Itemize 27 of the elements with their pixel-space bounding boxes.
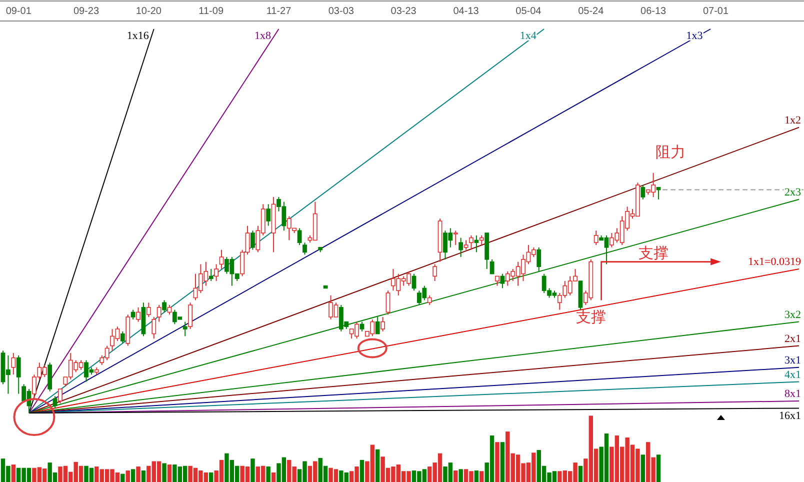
series-label: 8x1 — [784, 388, 801, 400]
series-label: 3x2 — [784, 308, 801, 321]
series-label: 2x3 — [784, 186, 802, 198]
x-tick-label: 06-13 — [640, 6, 667, 17]
x-tick-label: 03-23 — [390, 6, 417, 17]
x-tick-label: 05-24 — [578, 6, 604, 17]
annotation: 支撑 — [576, 309, 606, 326]
x-tick-label: 10-20 — [136, 6, 162, 17]
series-label: 1x8 — [254, 30, 272, 42]
x-tick-label: 03-03 — [328, 6, 354, 17]
series-label: 4x1 — [784, 368, 801, 381]
annotation: 支撑 — [638, 244, 668, 262]
annotation: 阻力 — [655, 144, 686, 161]
series-label: 16x1 — [779, 410, 801, 422]
series-label: 1x1=0.0319 — [748, 256, 802, 268]
x-tick-label: 11-27 — [266, 6, 292, 17]
series-label: 3x1 — [784, 354, 801, 366]
x-tick-label: 07-01 — [702, 6, 729, 17]
x-tick-label: 04-13 — [453, 6, 480, 17]
series-label: 1x16 — [126, 30, 150, 42]
x-tick-label: 09-23 — [73, 6, 100, 17]
x-tick-label: 05-04 — [516, 6, 542, 17]
x-tick-label: 11-09 — [198, 6, 224, 17]
x-tick-label: 09-01 — [6, 6, 32, 17]
series-label: 1x4 — [520, 30, 537, 42]
series-label: 1x2 — [784, 114, 801, 126]
series-label: 2x1 — [784, 332, 801, 345]
